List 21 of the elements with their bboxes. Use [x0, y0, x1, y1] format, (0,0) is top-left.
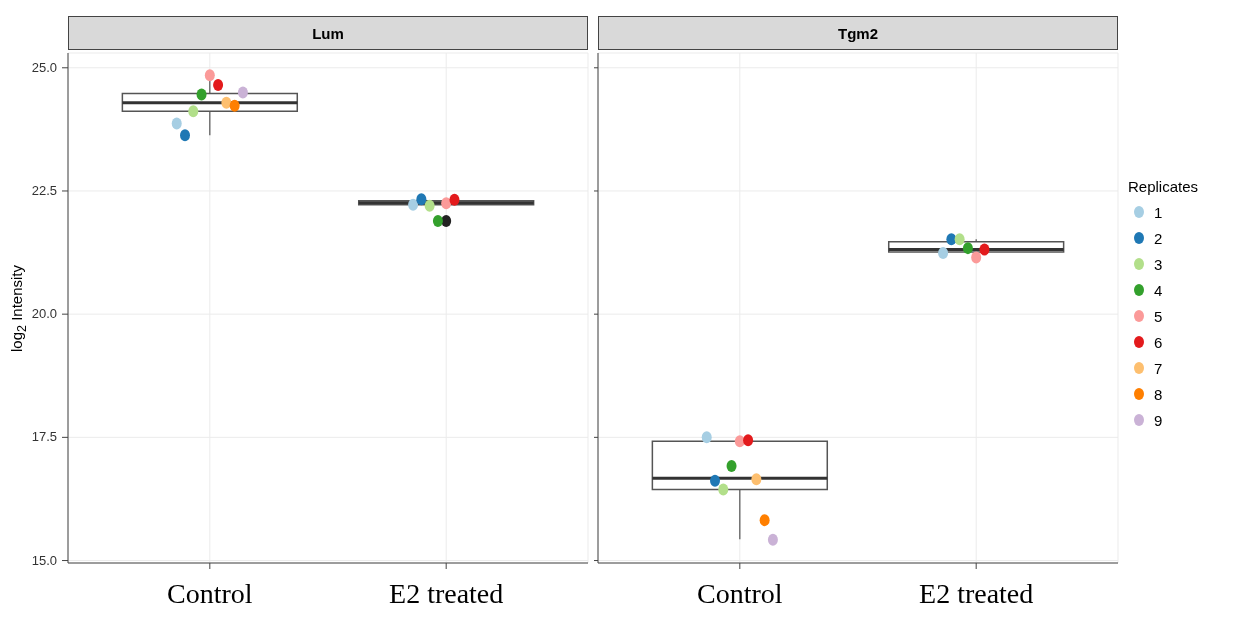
y-tick-label: 15.0	[31, 552, 57, 568]
legend-label: 1	[1154, 203, 1163, 221]
chart-title: Tgm2	[598, 16, 1118, 50]
legend-label: 8	[1154, 385, 1163, 403]
legend-label: 3	[1154, 255, 1163, 273]
y-tick-label: 20.0	[31, 306, 57, 322]
legend-title: Replicates	[1128, 178, 1199, 195]
legend-label: 6	[1154, 333, 1163, 351]
y-tick-label: 25.0	[31, 59, 57, 75]
chart-title: Lum	[68, 16, 588, 50]
x-tick-label: E2 treated	[919, 577, 1034, 609]
x-tick-label: E2 treated	[389, 577, 504, 609]
y-tick-label: 22.5	[31, 182, 57, 198]
legend-label: 5	[1154, 307, 1163, 325]
y-tick-label: 17.5	[31, 429, 57, 445]
legend-label: 2	[1154, 229, 1163, 247]
x-tick-label: Control	[697, 577, 783, 609]
legend-label: 4	[1154, 281, 1163, 299]
x-tick-label: Control	[167, 577, 253, 609]
legend-label: 9	[1154, 411, 1163, 429]
legend-label: 7	[1154, 359, 1163, 377]
